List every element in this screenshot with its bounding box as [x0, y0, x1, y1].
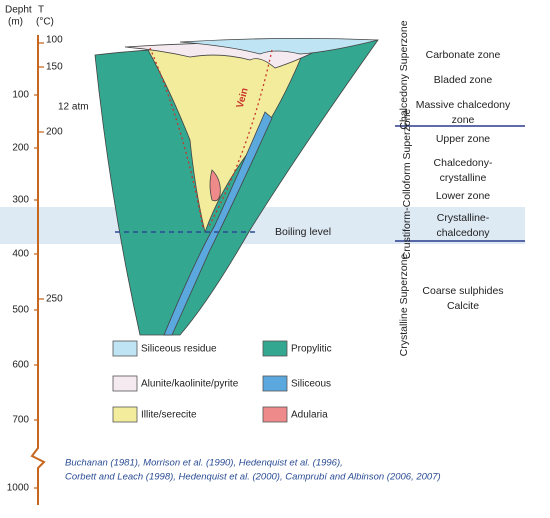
depth-axis	[30, 35, 46, 505]
temp-label: 250	[46, 294, 63, 305]
depth-unit: (m)	[8, 17, 23, 28]
legend-swatches	[112, 340, 288, 423]
depth-labels: 100 200 300 400 500 600 700 1000	[7, 90, 30, 494]
zone: Calcite	[447, 300, 479, 312]
vein-label: Vein	[235, 87, 251, 110]
boiling-label: Boiling level	[275, 226, 331, 238]
depth-label: 600	[12, 360, 29, 371]
zone: Lower zone	[436, 190, 490, 202]
depth-label: 300	[12, 195, 29, 206]
legend-label: Siliceous	[291, 379, 331, 390]
zone: chalcedony	[436, 227, 490, 239]
depth-label: 500	[12, 305, 29, 316]
temp-unit: (°C)	[36, 17, 54, 28]
superzone: Crustiform-Colloform Superzone	[401, 109, 413, 260]
legend-label: Adularia	[291, 410, 328, 421]
zone: Coarse sulphides	[422, 285, 503, 297]
temp-label: 100	[46, 35, 63, 46]
cross-section	[94, 38, 379, 336]
depth-header: Depht	[5, 5, 32, 16]
vein-lines	[149, 47, 273, 229]
zone: Crystalline-	[437, 212, 490, 224]
reference: Buchanan (1981), Morrison et al. (1990),…	[65, 458, 343, 469]
zone: crystalline	[440, 172, 487, 184]
depth-label: 200	[12, 143, 29, 154]
zone: Carbonate zone	[426, 49, 501, 61]
zone: Chalcedony-	[434, 157, 493, 169]
temp-label: 150	[46, 62, 63, 73]
zone: zone	[452, 114, 475, 126]
depth-label: 1000	[7, 483, 30, 494]
zone: Bladed zone	[434, 74, 493, 86]
temp-label: 200	[46, 127, 63, 138]
zone: Massive chalcedony	[416, 99, 511, 111]
zone-dividers	[395, 125, 525, 242]
superzone: Crystalline Superzone	[398, 253, 410, 356]
superzone: Chalcedony Superzone	[398, 20, 410, 129]
legend-label: Illite/serecite	[141, 410, 197, 421]
legend-label: Propylitic	[291, 344, 332, 355]
depth-label: 100	[12, 90, 29, 101]
legend-label: Siliceous residue	[141, 344, 217, 355]
reference: Corbett and Leach (1998), Hedenquist et …	[65, 472, 441, 483]
depth-label: 400	[12, 249, 29, 260]
temp-header: T	[38, 5, 44, 16]
pressure-label: 12 atm	[58, 102, 89, 113]
zone: Upper zone	[436, 133, 490, 145]
legend-label: Alunite/kaolinite/pyrite	[141, 379, 239, 390]
boiling-band	[0, 207, 525, 244]
depth-label: 700	[12, 415, 29, 426]
